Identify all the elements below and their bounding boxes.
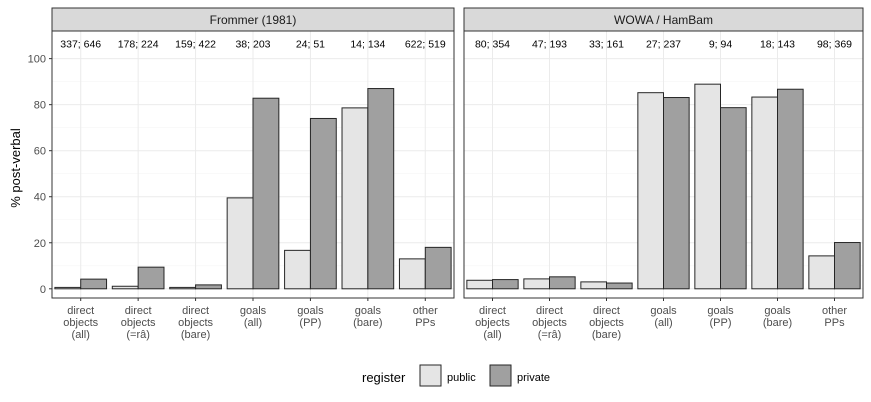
count-label: 80; 354: [475, 39, 510, 51]
legend-key-private: [489, 364, 512, 387]
bar-private: [834, 242, 861, 290]
x-tick-label: goals (PP): [707, 305, 734, 329]
bar-private: [195, 284, 222, 290]
x-tick-label: goals (PP): [297, 305, 324, 329]
bar-private: [137, 266, 165, 290]
bar-private: [777, 88, 804, 290]
x-tick-label: direct objects (bare): [178, 305, 213, 341]
bar-private: [252, 97, 280, 290]
chart-panels: Frommer (1981) 337; 646 direct objects (all)…: [28, 7, 864, 341]
count-label: 24; 51: [296, 39, 325, 51]
y-tick-label: 80: [34, 100, 46, 112]
bar-private: [663, 97, 690, 290]
x-tick-label: direct objects (=râ): [121, 305, 156, 341]
bar-public: [226, 197, 254, 290]
bar-public: [284, 249, 311, 290]
legend-title: register: [362, 370, 406, 385]
count-label: 159; 422: [175, 39, 216, 51]
bar-private: [549, 276, 576, 290]
bar-private: [424, 246, 452, 290]
bar-public: [54, 286, 82, 290]
bar-public: [466, 279, 494, 290]
bar-public: [169, 286, 197, 290]
count-label: 33; 161: [589, 39, 624, 51]
x-tick-label: other PPs: [413, 305, 438, 329]
bar-private: [367, 88, 395, 290]
count-label: 14; 134: [350, 39, 385, 51]
y-tick-label: 100: [28, 54, 46, 66]
bar-private: [492, 279, 519, 290]
count-label: 622; 519: [405, 39, 446, 51]
bar-public: [751, 96, 778, 290]
bar-private: [80, 278, 108, 290]
legend: register public private: [362, 364, 550, 387]
count-label: 47; 193: [532, 39, 567, 51]
panel-border: [463, 30, 864, 299]
panel-1: Frommer (1981) 337; 646 direct objects (all)…: [28, 7, 455, 341]
count-label: 337; 646: [60, 39, 101, 51]
bar-public: [580, 281, 607, 290]
bar-public: [808, 255, 835, 290]
panel-border: [51, 30, 455, 299]
bar-private: [720, 107, 747, 290]
count-label: 178; 224: [118, 39, 159, 51]
x-tick-label: direct objects (all): [63, 305, 98, 341]
bar-private: [309, 117, 337, 290]
count-label: 98; 369: [817, 39, 852, 51]
legend-label-private: private: [517, 372, 550, 384]
x-tick-label: other PPs: [822, 305, 847, 329]
x-tick-label: goals (bare): [353, 305, 382, 329]
panel-2: WOWA / HamBam 80; 354 direct objects (all) 47…: [463, 7, 864, 341]
panel-title: Frommer (1981): [210, 13, 297, 27]
y-tick-label: 20: [34, 238, 46, 250]
x-tick-label: goals (bare): [763, 305, 792, 329]
x-tick-label: direct objects (=râ): [532, 305, 567, 341]
x-tick-label: direct objects (all): [475, 305, 510, 341]
bar-public: [111, 285, 139, 290]
count-label: 27; 237: [646, 39, 681, 51]
bar-public: [637, 92, 664, 290]
y-tick-label: 0: [40, 284, 46, 296]
legend-label-public: public: [447, 372, 476, 384]
bar-public: [694, 83, 721, 290]
y-tick-label: 60: [34, 146, 46, 158]
x-tick-label: direct objects (bare): [589, 305, 624, 341]
bar-public: [341, 107, 369, 290]
x-tick-label: goals (all): [650, 305, 677, 329]
y-tick-label: 40: [34, 192, 46, 204]
panel-title: WOWA / HamBam: [614, 13, 713, 27]
legend-key-public: [419, 364, 442, 387]
bar-public: [398, 258, 426, 290]
count-label: 18; 143: [760, 39, 795, 51]
count-label: 9; 94: [709, 39, 733, 51]
x-tick-label: goals (all): [240, 305, 267, 329]
bar-public: [523, 278, 550, 290]
y-axis-label: % post-verbal: [8, 128, 23, 208]
count-label: 38; 203: [235, 39, 270, 51]
bar-private: [606, 282, 633, 290]
